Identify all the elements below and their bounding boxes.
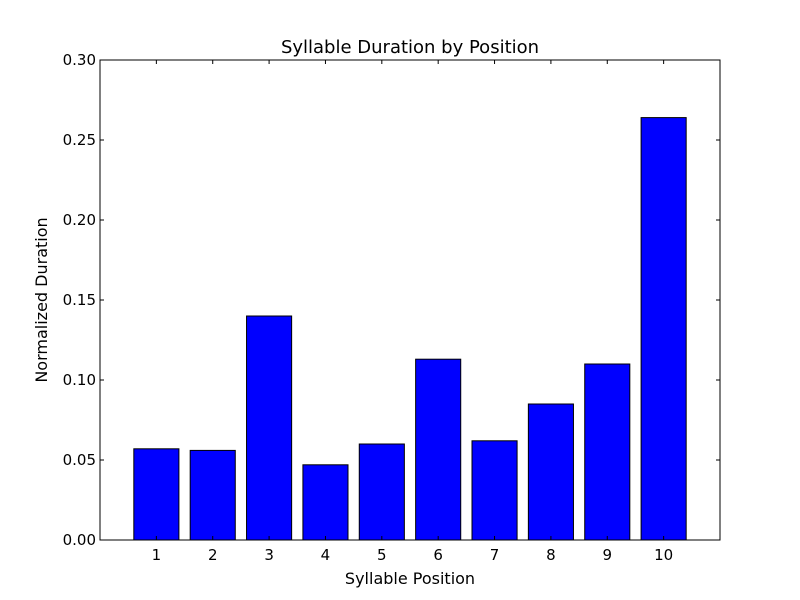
y-tick-label-2: 0.10	[63, 371, 96, 389]
bars-layer	[133, 117, 687, 541]
x-tick-label-7: 7	[490, 546, 500, 564]
x-axis-ticks: 1 2 3 4 5 6 7 8 9 10	[152, 60, 673, 564]
y-tick-label-6: 0.30	[63, 51, 96, 69]
y-axis-label: Normalized Duration	[32, 217, 51, 382]
x-tick-label-9: 9	[602, 546, 612, 564]
x-axis-label: Syllable Position	[345, 569, 475, 588]
x-tick-label-6: 6	[433, 546, 443, 564]
y-tick-label-1: 0.05	[63, 451, 96, 469]
x-tick-label-4: 4	[321, 546, 331, 564]
bar-4	[302, 464, 349, 541]
bar-3	[246, 315, 293, 541]
bar-1	[133, 448, 180, 541]
bar-7	[471, 440, 518, 541]
x-tick-label-8: 8	[546, 546, 556, 564]
bar-5	[358, 443, 405, 541]
x-tick-label-5: 5	[377, 546, 387, 564]
y-tick-label-0: 0.00	[63, 531, 96, 549]
y-tick-label-4: 0.20	[63, 211, 96, 229]
chart-title: Syllable Duration by Position	[281, 37, 539, 58]
bar-10	[640, 117, 687, 541]
x-tick-label-3: 3	[264, 546, 274, 564]
bar-8	[527, 403, 574, 541]
y-tick-label-5: 0.25	[63, 131, 96, 149]
bar-6	[415, 358, 462, 541]
y-tick-label-3: 0.15	[63, 291, 96, 309]
bar-9	[584, 363, 631, 541]
x-tick-label-2: 2	[208, 546, 218, 564]
y-axis-ticks: 0.00 0.05 0.10 0.15 0.20 0.25 0.30	[63, 51, 720, 549]
x-tick-label-1: 1	[152, 546, 162, 564]
bar-2	[189, 449, 236, 541]
x-tick-label-10: 10	[654, 546, 673, 564]
